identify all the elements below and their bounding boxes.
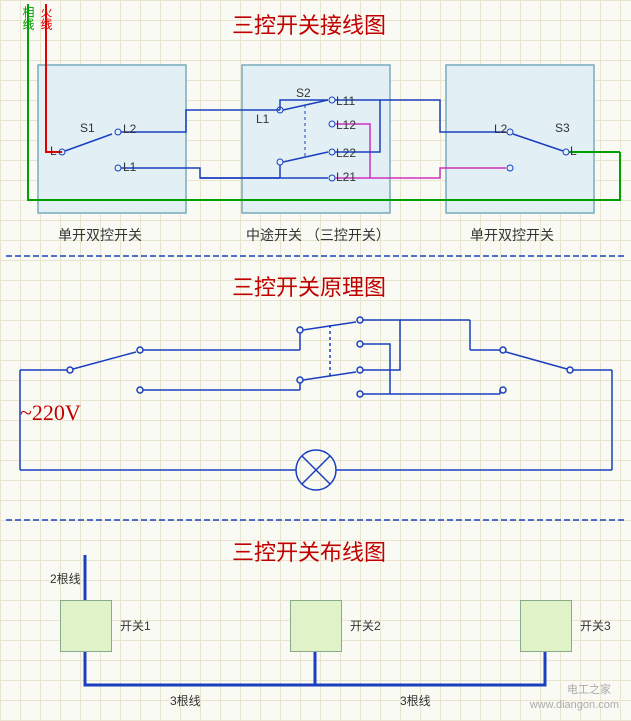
term-L21: L21: [336, 170, 356, 184]
sw2-label: 开关2: [350, 617, 381, 634]
panel3-title: 三控开关布线图: [232, 535, 386, 567]
watermark: 电工之家: [567, 681, 611, 697]
switch-box-1: [60, 600, 112, 652]
term-L2-c: L2: [494, 122, 507, 136]
term-L1-a: L1: [123, 160, 136, 174]
wire-bot2-label: 3根线: [400, 692, 431, 709]
wire-bot1-label: 3根线: [170, 692, 201, 709]
term-L2-a: L2: [123, 122, 136, 136]
panel1-title: 三控开关接线图: [232, 8, 386, 40]
sw1-label: 开关1: [120, 617, 151, 634]
watermark2: www.diangon.com: [530, 699, 619, 711]
phase-line-label: 相线: [20, 6, 37, 30]
label-s2: S2: [296, 86, 311, 100]
caption-sw1: 单开双控开关: [58, 225, 142, 245]
caption-sw2: 中途开关 （三控开关）: [246, 225, 390, 245]
caption-sw3: 单开双控开关: [470, 225, 554, 245]
switch-box-3: [520, 600, 572, 652]
term-L1-b: L1: [256, 112, 269, 126]
panel2-title: 三控开关原理图: [232, 270, 386, 302]
term-L-a: L: [50, 144, 57, 158]
voltage-label: ~220V: [20, 400, 81, 426]
live-line-label: 火线: [38, 6, 55, 30]
term-L12: L12: [336, 118, 356, 132]
label-s3: S3: [555, 121, 570, 135]
term-L11: L11: [336, 94, 355, 108]
sw3-label: 开关3: [580, 617, 611, 634]
term-L-c: L: [570, 144, 577, 158]
switch-box-2: [290, 600, 342, 652]
label-s1: S1: [80, 121, 95, 135]
wire-top-label: 2根线: [50, 570, 81, 587]
term-L22: L22: [336, 146, 356, 160]
